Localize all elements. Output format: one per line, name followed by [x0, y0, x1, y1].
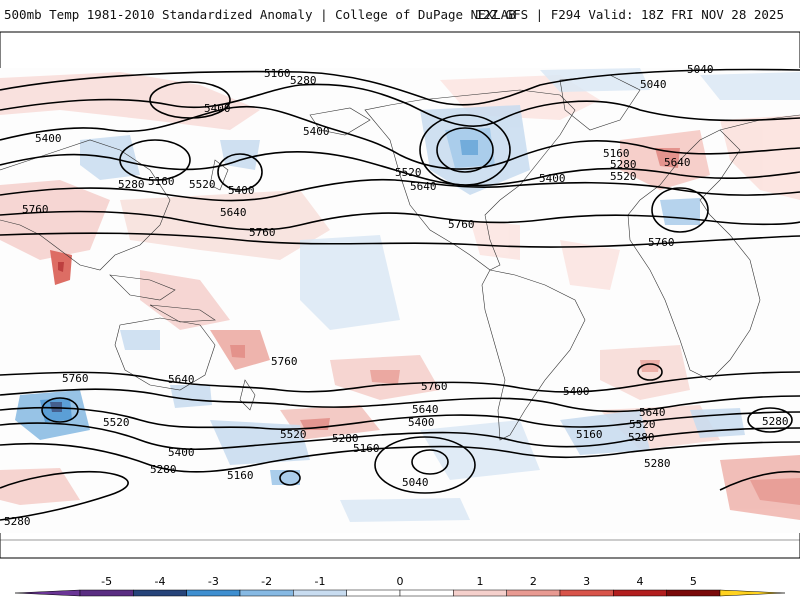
contour-label: 5640: [639, 406, 666, 419]
contour-label: 5160: [148, 175, 175, 188]
colorbar-cap-low: [14, 589, 81, 597]
colorbar: -5 -4 -3 -2 -1 0 1 2 3 4 5: [14, 575, 786, 597]
height-contours: [0, 68, 800, 521]
colorbar-cell: [399, 589, 454, 597]
contour-labels: 5160 5280 5400 5400 5400 5280 5160 5520 …: [4, 63, 789, 528]
contour-label: 5640: [220, 206, 247, 219]
contour-label: 5400: [35, 132, 62, 145]
contour-label: 5760: [648, 236, 675, 249]
contour-label: 5640: [410, 180, 437, 193]
contour-label: 5280: [628, 431, 655, 444]
colorbar-tick-label: -4: [155, 575, 166, 588]
contour-label: 5280: [4, 515, 31, 528]
contour-label: 5160: [576, 428, 603, 441]
contour-label: 5520: [610, 170, 637, 183]
colorbar-tick-label: -3: [208, 575, 219, 588]
contour-label: 5040: [640, 78, 667, 91]
colorbar-cell: [559, 589, 614, 597]
contour-label: 5160: [227, 469, 254, 482]
colorbar-tick-label: 5: [690, 575, 697, 588]
contour-label: 5280: [644, 457, 671, 470]
colorbar-tick-label: -5: [101, 575, 112, 588]
contour-label: 5640: [664, 156, 691, 169]
colorbar-cell: [239, 589, 294, 597]
contour-label: 5520: [103, 416, 130, 429]
contour-label: 5760: [271, 355, 298, 368]
colorbar-tick-label: -2: [261, 575, 272, 588]
contour-label: 5040: [402, 476, 429, 489]
colorbar-cell: [613, 589, 667, 597]
colorbar-tick-label: 2: [530, 575, 537, 588]
contour-label: 5280: [762, 415, 789, 428]
colorbar-cell: [666, 589, 721, 597]
colorbar-cell: [186, 589, 241, 597]
map-title: 500mb Temp 1981-2010 Standardized Anomal…: [4, 7, 516, 22]
contour-label: 5160: [264, 67, 291, 80]
contour-label: 5520: [189, 178, 216, 191]
contour-label: 5400: [228, 184, 255, 197]
contour-label: 5280: [610, 158, 637, 171]
contour-label: 5280: [332, 432, 359, 445]
contour-label: 5520: [395, 166, 422, 179]
colorbar-cell: [79, 589, 134, 597]
contour-label: 5400: [204, 102, 231, 115]
contour-label: 5520: [280, 428, 307, 441]
contour-label: 5760: [448, 218, 475, 231]
colorbar-cell: [453, 589, 507, 597]
colorbar-tick-label: 0: [397, 575, 404, 588]
colorbar-cell: [133, 589, 187, 597]
anomaly-map: 5160 5280 5400 5400 5400 5280 5160 5520 …: [0, 31, 800, 559]
contour-label: 5400: [539, 172, 566, 185]
contour-label: 5400: [168, 446, 195, 459]
contour-label: 5400: [563, 385, 590, 398]
colorbar-cells: [14, 589, 786, 597]
colorbar-cell: [506, 589, 561, 597]
contour-label: 5160: [603, 147, 630, 160]
colorbar-tick-label: -1: [315, 575, 326, 588]
contour-label: 5760: [62, 372, 89, 385]
contour-label: 5760: [22, 203, 49, 216]
contour-label: 5160: [353, 442, 380, 455]
contour-label: 5400: [408, 416, 435, 429]
contour-label: 5040: [687, 63, 714, 76]
contour-label: 5640: [412, 403, 439, 416]
colorbar-tick-label: 1: [477, 575, 484, 588]
contour-label: 5760: [249, 226, 276, 239]
colorbar-cell: [293, 589, 347, 597]
colorbar-tick-label: 3: [583, 575, 590, 588]
contour-label: 5280: [290, 74, 317, 87]
colorbar-tick-label: 4: [637, 575, 644, 588]
contour-label: 5280: [118, 178, 145, 191]
model-run-info: 12Z GFS | F294 Valid: 18Z FRI NOV 28 202…: [475, 7, 784, 22]
colorbar-ticks: -5 -4 -3 -2 -1 0 1 2 3 4 5: [101, 575, 697, 588]
colorbar-cell: [346, 589, 401, 597]
contour-label: 5400: [303, 125, 330, 138]
contour-label: 5520: [629, 418, 656, 431]
contour-label: 5280: [150, 463, 177, 476]
contour-label: 5640: [168, 373, 195, 386]
contour-label: 5760: [421, 380, 448, 393]
colorbar-cap-high: [719, 589, 786, 597]
